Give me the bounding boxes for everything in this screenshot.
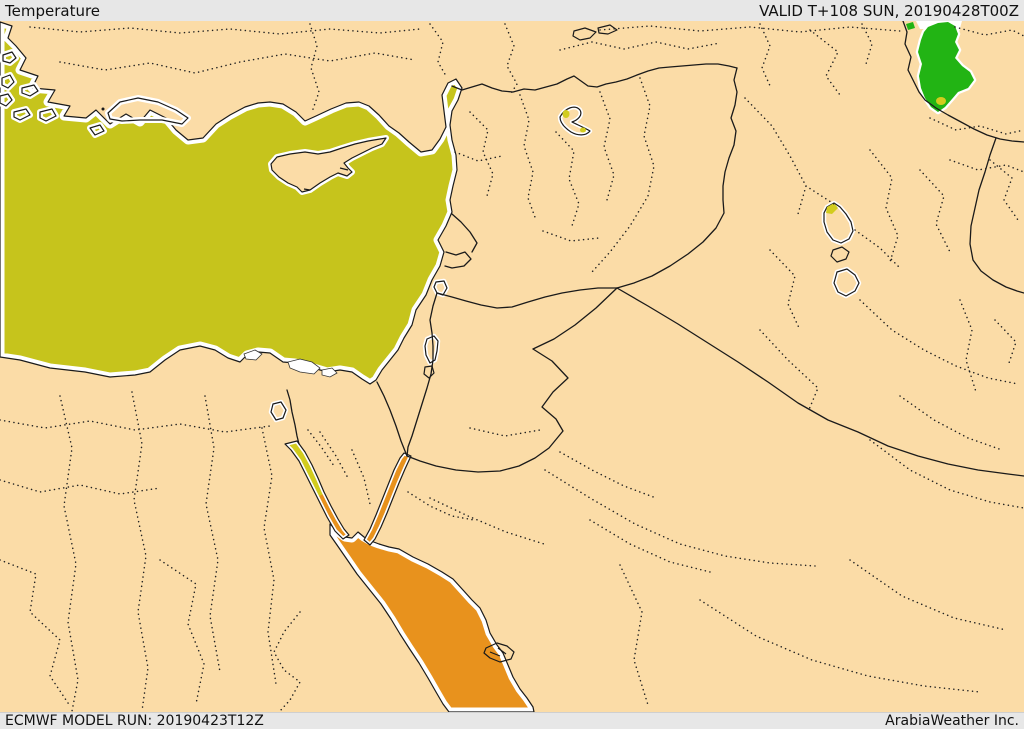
dead-sea [422, 333, 441, 379]
admin-dotted-borders [0, 23, 1024, 712]
islet-dot [101, 107, 105, 111]
island [19, 82, 41, 99]
border-turkey-iran [902, 21, 1024, 143]
page-title: Temperature [5, 1, 101, 20]
island [0, 49, 19, 66]
bitter-lake [268, 399, 289, 423]
border-turkey-syria [451, 63, 738, 93]
red-sea-island [483, 642, 515, 663]
status-bar: ECMWF MODEL RUN: 20190423T12Z ArabiaWeat… [0, 712, 1024, 729]
cyprus-island [271, 138, 386, 192]
lake-razzaza [831, 266, 862, 299]
lake-tharthar [821, 200, 856, 246]
valid-time-label: VALID T+108 SUN, 20190428T00Z [759, 1, 1019, 20]
lake-assad [557, 104, 593, 138]
border-iraq-iran [969, 137, 1024, 294]
border-jordan-iraq [532, 287, 618, 350]
nile-delta-lagoons [243, 349, 338, 378]
dotted-iraq-iran [744, 97, 1024, 451]
credit-label: ArabiaWeather Inc. [885, 713, 1019, 729]
island [37, 106, 59, 124]
temperature-map [0, 21, 1024, 712]
map-canvas [0, 21, 1024, 712]
cyprus-coast-marks [303, 167, 349, 191]
urmia-cool-region [906, 21, 977, 115]
island [87, 122, 107, 138]
island [0, 72, 17, 91]
border-syria-iraq [616, 67, 738, 289]
border-israel-jordan [406, 292, 438, 457]
iraq-lakes [821, 200, 862, 299]
suez-canal [286, 389, 300, 445]
border-iraq-saudi [616, 287, 1024, 477]
dotted-egypt-saudi [0, 391, 1024, 712]
dotted-turkey [29, 23, 1024, 113]
border-lebanon [444, 213, 478, 269]
title-bar: Temperature VALID T+108 SUN, 20190428T00… [0, 0, 1024, 21]
gulf-of-suez [284, 440, 350, 540]
island [11, 106, 33, 123]
border-jordan-saudi [406, 348, 569, 473]
border-syria-jordan [436, 287, 618, 309]
lake-habbaniyah [830, 246, 850, 263]
border-egypt-israel [376, 381, 408, 457]
island [0, 91, 15, 109]
aegean-islands [0, 49, 191, 138]
country-borders [376, 21, 1024, 477]
island-rhodes [105, 95, 191, 127]
lake-van-group [572, 24, 618, 41]
model-run-label: ECMWF MODEL RUN: 20190423T12Z [5, 713, 264, 729]
